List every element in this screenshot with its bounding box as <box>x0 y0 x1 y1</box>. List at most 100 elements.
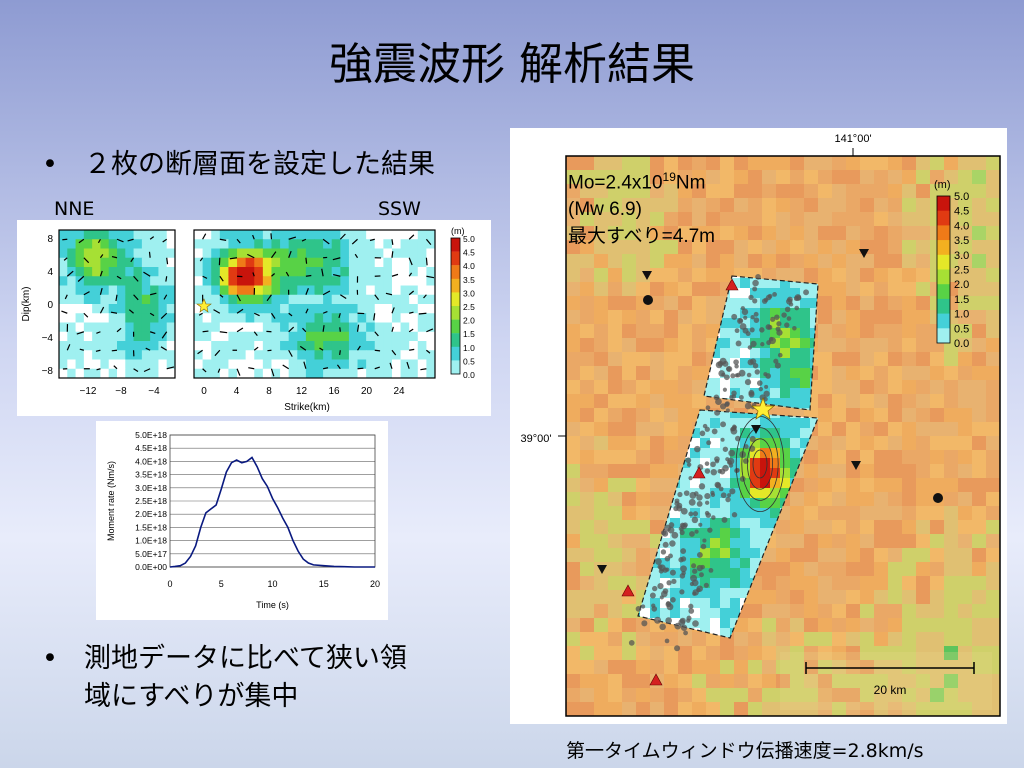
nne-fault-cell <box>92 276 101 286</box>
nne-fault-cell <box>83 239 93 249</box>
nne-fault-cell <box>67 276 77 286</box>
ssw-fault-slip-vector <box>391 307 395 314</box>
terrain-cell <box>622 310 637 325</box>
nne-fault-cell <box>125 294 135 305</box>
terrain-cell <box>972 226 987 241</box>
nne-fault-cell <box>141 313 151 323</box>
nne-fault-cell <box>158 276 168 286</box>
ssw-fault-cell <box>314 285 324 296</box>
ssw-fault-slip-vector <box>322 367 329 370</box>
terrain-cell <box>622 632 637 647</box>
terrain-cell <box>594 604 609 619</box>
terrain-cell <box>790 520 805 535</box>
terrain-cell <box>636 506 651 521</box>
strong-motion-station-triangle-icon <box>621 584 635 597</box>
terrain-cell <box>846 632 861 647</box>
terrain-cell <box>748 632 763 647</box>
slip-distribution-panel: Dip(km) 8 4 0 −4 −8 −12 −8 −4 0 4 8 12 16 20 24 Strike(k… <box>17 220 491 416</box>
ssw-fault-slip-vector <box>219 294 224 298</box>
map-colorbar-swatch <box>937 225 950 241</box>
x-axis-label: Strike(km) <box>284 402 330 413</box>
terrain-cell <box>874 604 889 619</box>
ssw-fault-slip-vector <box>391 273 399 277</box>
terrain-cell <box>902 324 917 339</box>
terrain-cell <box>860 534 875 549</box>
terrain-cell <box>734 660 749 675</box>
nne-fault-cell <box>75 304 85 314</box>
terrain-cell <box>846 520 861 535</box>
terrain-cell <box>594 478 609 493</box>
aftershock-dot <box>743 315 748 320</box>
ssw-fault-cell <box>245 267 255 277</box>
ssw-fault-cell <box>426 267 436 277</box>
ssw-fault-plane-cell <box>700 410 711 419</box>
terrain-cell <box>594 436 609 451</box>
nne-fault-cell <box>67 304 77 314</box>
terrain-cell <box>916 254 931 269</box>
aftershock-dot <box>775 326 781 332</box>
terrain-cell <box>930 422 945 437</box>
terrain-cell <box>776 660 791 675</box>
ssw-fault-slip-vector <box>389 362 393 369</box>
terrain-cell <box>608 226 623 241</box>
ssw-fault-plane-cell <box>770 498 781 509</box>
nne-fault-cell <box>92 322 101 333</box>
ssw-fault-slip-vector <box>305 288 309 295</box>
nne-fault-cell <box>150 359 159 370</box>
nne-fault-cell <box>166 368 176 379</box>
ssw-fault-cell <box>366 294 376 305</box>
terrain-cell <box>902 688 917 703</box>
terrain-cell <box>804 674 819 689</box>
colorbar-tick-label: 3.0 <box>463 288 475 298</box>
terrain-cell <box>860 450 875 465</box>
nne-fault-cell <box>166 257 176 268</box>
ssw-fault-cell <box>228 304 238 314</box>
terrain-cell <box>916 394 931 409</box>
ssw-fault-cell <box>391 248 402 259</box>
terrain-cell <box>832 548 847 563</box>
ssw-fault-slip-vector <box>319 347 324 351</box>
terrain-cell <box>916 548 931 563</box>
terrain-cell <box>944 534 959 549</box>
terrain-cell <box>944 562 959 577</box>
ssw-fault-cell <box>245 359 255 370</box>
terrain-cell <box>986 548 1001 563</box>
y-axis-label: Dip(km) <box>21 287 32 322</box>
ssw-fault-cell <box>314 350 324 360</box>
terrain-cell <box>706 310 721 325</box>
aftershock-dot <box>750 340 757 348</box>
nne-fault-slip-vector <box>149 236 155 240</box>
ssw-fault-cell <box>228 341 238 351</box>
ssw-fault-cell <box>228 257 238 268</box>
terrain-cell <box>902 184 917 199</box>
terrain-cell <box>832 618 847 633</box>
terrain-cell <box>902 464 917 479</box>
aftershock-dot <box>714 409 721 416</box>
terrain-cell <box>776 212 791 227</box>
ssw-fault-cell <box>194 350 204 360</box>
aftershock-dot <box>725 496 731 503</box>
aftershock-dot <box>721 516 728 523</box>
terrain-cell <box>846 352 861 367</box>
terrain-cell <box>650 646 665 661</box>
terrain-cell <box>944 702 959 717</box>
terrain-cell <box>636 184 651 199</box>
terrain-cell <box>762 254 777 269</box>
aftershock-dot <box>668 522 675 528</box>
terrain-cell <box>692 674 707 689</box>
ssw-fault-plane-outline <box>637 409 819 639</box>
terrain-cell <box>888 254 903 269</box>
ssw-fault-cell <box>331 257 341 268</box>
ssw-fault-cell <box>366 248 376 259</box>
ssw-fault-cell <box>417 313 427 323</box>
terrain-cell <box>594 674 609 689</box>
terrain-cell <box>580 492 595 507</box>
ssw-fault-cell <box>374 313 384 323</box>
ssw-fault-cell <box>305 230 315 240</box>
ssw-fault-cell <box>374 341 384 351</box>
terrain-cell <box>608 618 623 633</box>
terrain-cell <box>594 506 609 521</box>
terrain-cell <box>874 478 889 493</box>
terrain-cell <box>958 506 973 521</box>
aftershock-dot <box>767 324 773 330</box>
